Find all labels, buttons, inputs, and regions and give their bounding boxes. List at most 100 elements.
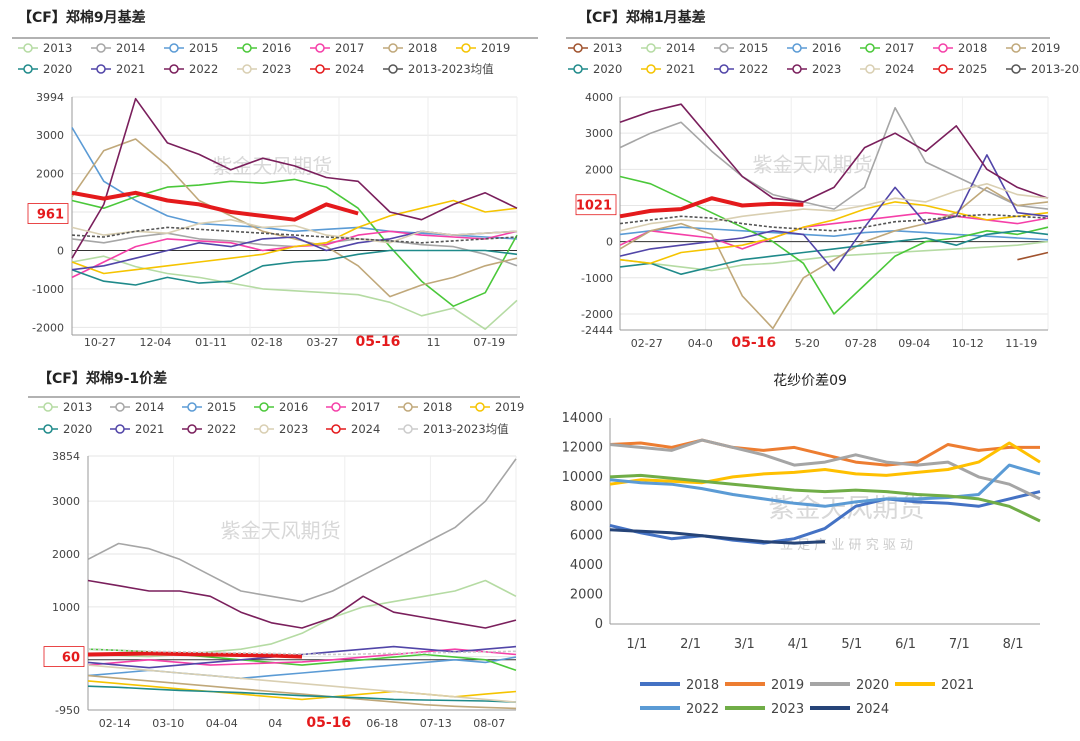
legend-item: 2014 <box>110 400 164 414</box>
series-line <box>609 528 826 545</box>
series-line <box>609 473 1041 523</box>
legend-marker <box>96 43 106 53</box>
legend-item: 2019 <box>456 41 510 55</box>
legend-label: 2021 <box>666 62 695 76</box>
legend-label: 2015 <box>739 41 768 55</box>
chart-title: 【CF】郑棉1月基差 <box>578 9 706 26</box>
legend-item: 2024 <box>326 422 380 436</box>
legend-marker <box>315 64 325 74</box>
legend-item: 2018 <box>933 41 987 55</box>
y-tick-label: 14000 <box>562 411 603 426</box>
legend-label: 2015 <box>207 400 236 414</box>
legend-marker <box>115 424 125 434</box>
chart-panel-2: 【CF】郑棉1月基差 2013 2014 2015 2016 2017 2018 2019 20… <box>566 9 1080 351</box>
x-tick-label: 01-11 <box>195 336 227 349</box>
legend-marker <box>573 43 583 53</box>
x-tick-label: 04-04 <box>206 717 238 730</box>
x-tick-label: 12-04 <box>139 336 171 349</box>
y-tick-label: -950 <box>55 704 80 717</box>
series-line <box>71 199 518 275</box>
y-tick-label: 0 <box>57 244 64 257</box>
y-tick-label: 3854 <box>52 450 80 463</box>
y-tick-label: 3000 <box>585 127 613 140</box>
series-line <box>71 178 518 308</box>
legend-label: 2020 <box>593 62 622 76</box>
legend-label: 2022 <box>739 62 768 76</box>
legend-label: 2019 <box>1031 41 1060 55</box>
current-value-label: 961 <box>37 208 64 223</box>
legend-label: 2020 <box>43 62 72 76</box>
legend-item: 2018 <box>398 400 452 414</box>
x-tick-label: 09-04 <box>898 337 930 350</box>
legend-marker <box>1011 64 1021 74</box>
y-tick-label: -2000 <box>32 321 64 334</box>
legend-item: 2016 <box>237 41 291 55</box>
legend-label: 2014 <box>666 41 695 55</box>
legend-label: 2024 <box>335 62 364 76</box>
series-line <box>87 674 517 710</box>
y-tick-label: 3994 <box>36 91 64 104</box>
legend-label: 2016 <box>812 41 841 55</box>
current-value-label: 1021 <box>576 199 612 214</box>
legend-label: 2013-2023均值 <box>408 62 494 76</box>
legend-item: 2024 <box>810 702 889 717</box>
legend-label: 2020 <box>856 678 889 693</box>
y-tick-label: -2000 <box>581 308 613 321</box>
series-line <box>619 213 1049 232</box>
legend-marker <box>242 43 252 53</box>
legend-item: 2021 <box>110 422 164 436</box>
legend-item: 2018 <box>383 41 437 55</box>
legend-label: 2016 <box>279 400 308 414</box>
legend-item: 2016 <box>254 400 308 414</box>
watermark: 紫金天风期货 <box>221 518 341 542</box>
legend-item: 2017 <box>310 41 364 55</box>
x-tick-label: 3/1 <box>734 637 755 652</box>
legend-label: 2022 <box>189 62 218 76</box>
legend-item: 2020 <box>38 422 92 436</box>
series-line <box>87 648 517 656</box>
legend-marker <box>115 402 125 412</box>
legend-label: 2017 <box>885 41 914 55</box>
legend-item: 2022 <box>164 62 218 76</box>
x-tick-label: 10-12 <box>952 337 984 350</box>
legend-item: 2018 <box>640 678 719 693</box>
legend-label: 2024 <box>885 62 914 76</box>
x-tick-label: 02-27 <box>631 337 663 350</box>
legend-label: 2017 <box>335 41 364 55</box>
series-line <box>609 441 1041 486</box>
x-tick-label: 04-0 <box>688 337 713 350</box>
legend-item: 2019 <box>1006 41 1060 55</box>
legend-marker <box>96 64 106 74</box>
x-tick-label: 1/1 <box>626 637 647 652</box>
series-line <box>71 97 518 259</box>
y-tick-label: 3000 <box>36 129 64 142</box>
legend-label: 2013-2023均值 <box>423 422 509 436</box>
legend-item: 2021 <box>91 62 145 76</box>
chart-panel-3: 【CF】郑棉9-1价差 2013 2014 2015 2016 2017 2018 2019 2… <box>28 370 524 731</box>
series-line <box>87 648 517 666</box>
legend-label: 2013 <box>43 41 72 55</box>
chart-title: 【CF】郑棉9-1价差 <box>38 370 167 387</box>
legend-marker <box>331 424 341 434</box>
chart-title: 花纱价差09 <box>773 373 847 389</box>
legend-label: 2023 <box>812 62 841 76</box>
x-tick-label: 8/1 <box>1003 637 1024 652</box>
x-tick-label: 5-20 <box>795 337 820 350</box>
legend-item: 2015 <box>164 41 218 55</box>
chart-title: 【CF】郑棉9月基差 <box>18 9 146 26</box>
legend-label: 2013 <box>593 41 622 55</box>
legend-label: 2018 <box>408 41 437 55</box>
legend-marker <box>403 424 413 434</box>
y-tick-label: 4000 <box>585 91 613 104</box>
legend-item: 2019 <box>725 678 804 693</box>
legend-marker <box>187 402 197 412</box>
legend-marker <box>646 43 656 53</box>
y-tick-label: -2444 <box>581 324 613 337</box>
legend-marker <box>403 402 413 412</box>
x-tick-label: 11 <box>427 336 441 349</box>
series-line <box>619 154 1049 272</box>
y-tick-label: 8000 <box>570 499 603 514</box>
legend-label: 2021 <box>135 422 164 436</box>
legend-marker <box>719 43 729 53</box>
